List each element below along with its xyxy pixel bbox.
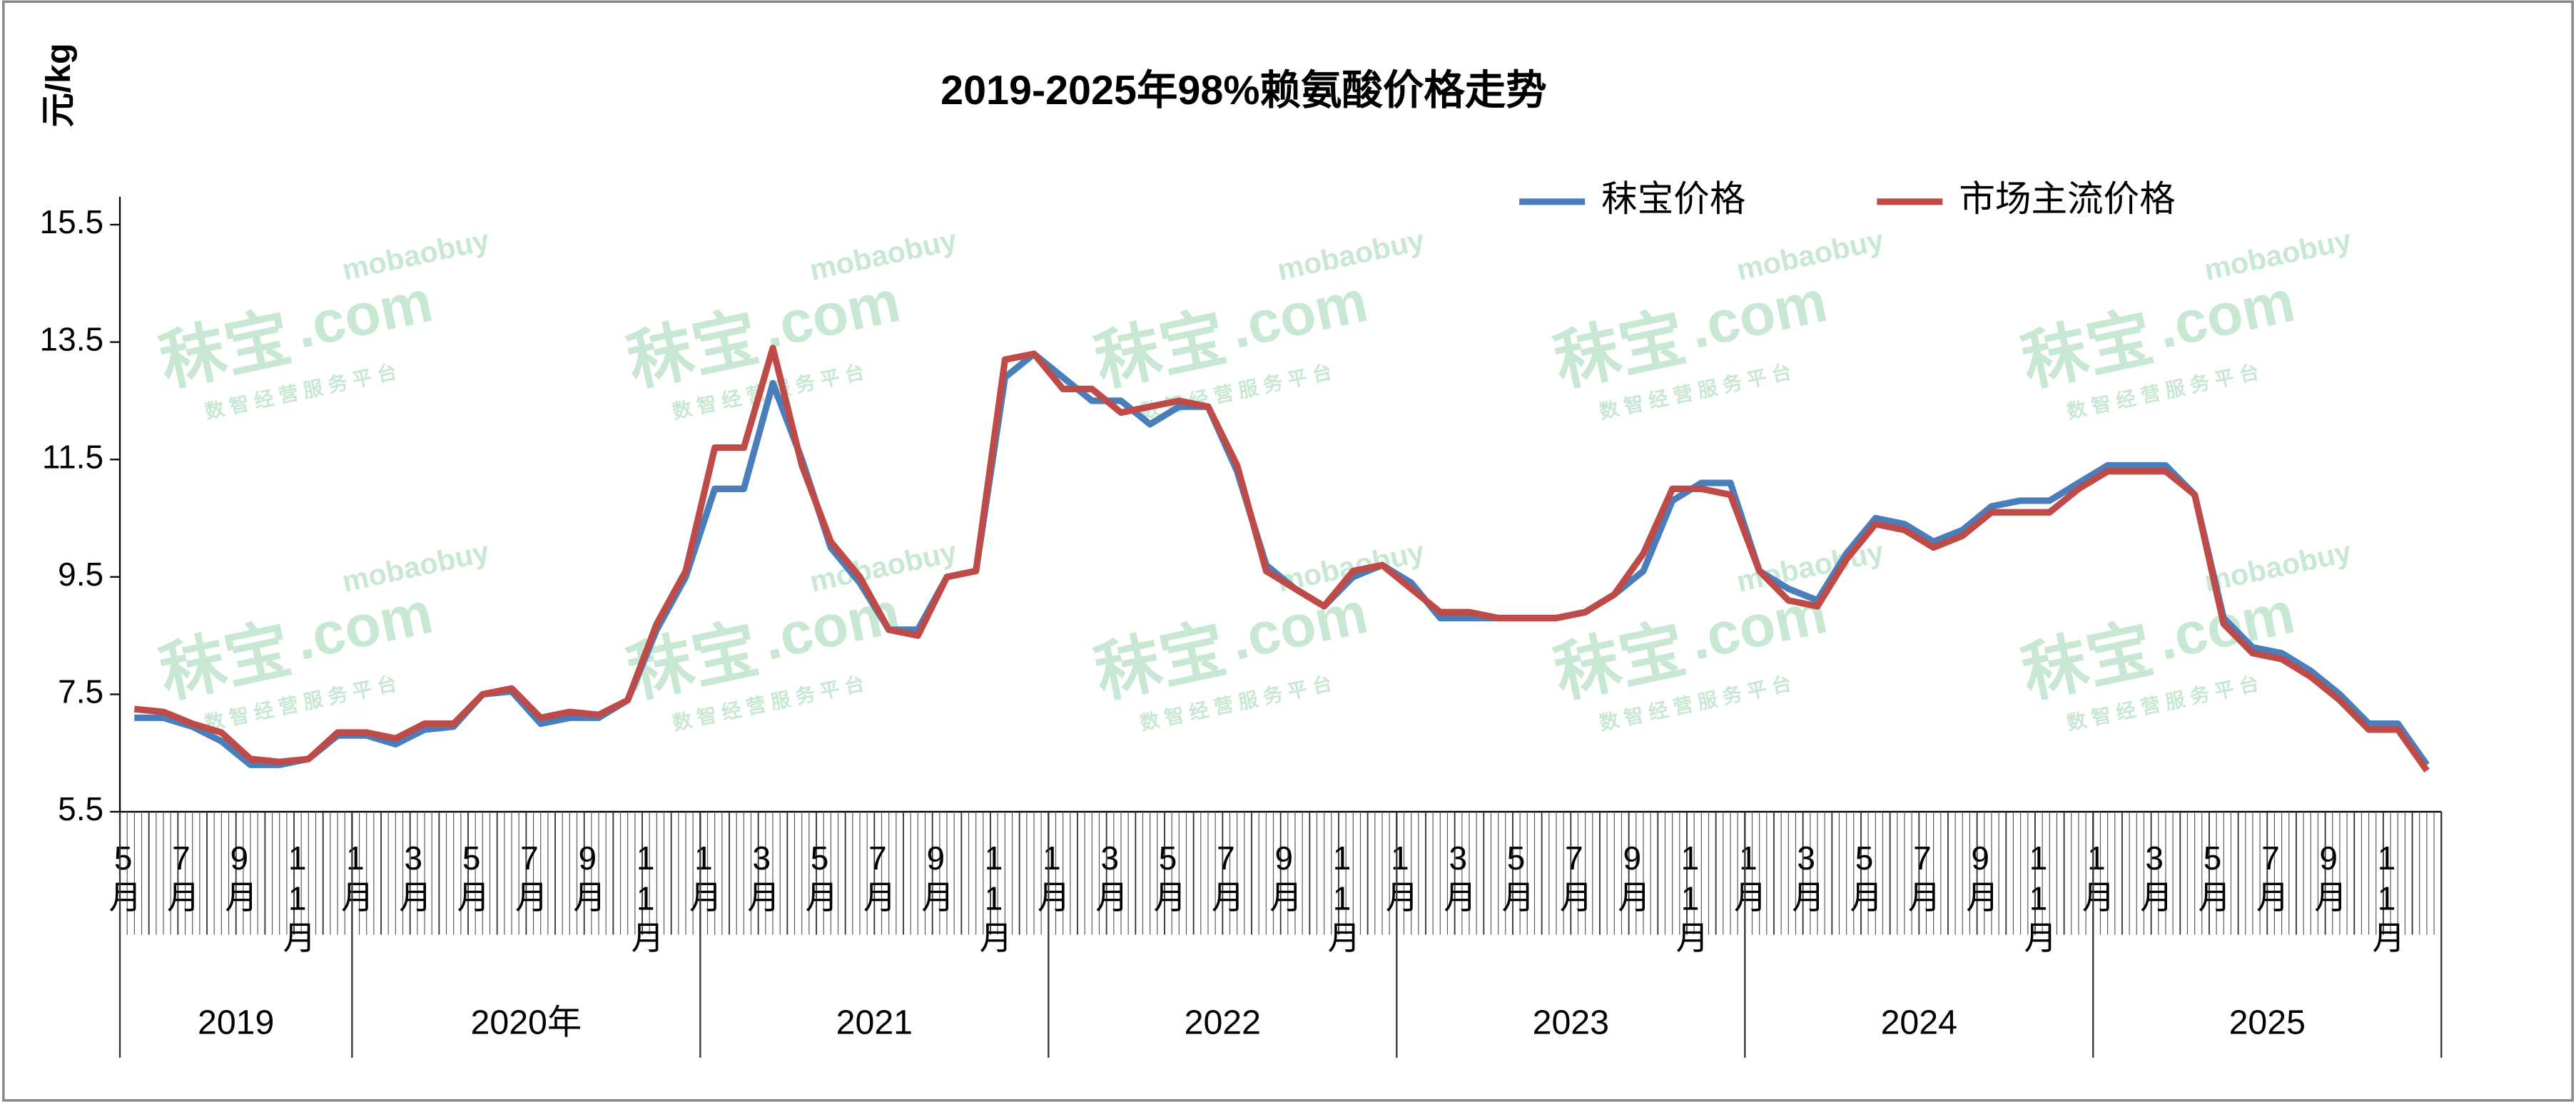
- year-label: 2025: [2229, 1004, 2306, 1042]
- x-tick-label: 1月: [1033, 840, 1070, 916]
- x-tick-label: 3月: [1439, 840, 1476, 916]
- x-tick-label: 5月: [1150, 840, 1187, 916]
- x-tick-label: 5月: [1846, 840, 1883, 916]
- year-label: 2021: [836, 1004, 913, 1042]
- x-tick-label: 5月: [105, 840, 142, 916]
- y-tick-label: 7.5: [58, 673, 103, 710]
- x-tick-label: 7月: [511, 840, 548, 916]
- y-tick-label: 11.5: [42, 438, 103, 475]
- x-tick-label: 5月: [2194, 840, 2231, 916]
- x-tick-label: 7月: [1207, 840, 1244, 916]
- x-tick-label: 7月: [859, 840, 896, 916]
- x-tick-label: 1月: [685, 840, 722, 916]
- y-tick-label: 5.5: [58, 790, 103, 827]
- x-tick-label: 11月: [2020, 840, 2057, 956]
- legend-label: 秣宝价格: [1601, 178, 1745, 219]
- x-tick-label: 3月: [1091, 840, 1128, 916]
- year-label: 2024: [1881, 1004, 1957, 1042]
- x-tick-label: 1月: [1381, 840, 1419, 916]
- x-tick-label: 1月: [1730, 840, 1767, 916]
- x-tick-label: 9月: [220, 840, 258, 916]
- x-tick-label: 9月: [1265, 840, 1302, 916]
- x-tick-label: 11月: [627, 840, 664, 956]
- x-tick-label: 11月: [975, 840, 1013, 956]
- x-tick-label: 1月: [2078, 840, 2115, 916]
- year-label: 2019: [198, 1004, 274, 1042]
- x-tick-label: 5月: [801, 840, 838, 916]
- year-label: 2023: [1533, 1004, 1609, 1042]
- series-line: [133, 345, 2430, 773]
- year-label: 2022: [1185, 1004, 1261, 1042]
- x-tick-label: 9月: [569, 840, 606, 916]
- x-tick-label: 9月: [1613, 840, 1650, 916]
- x-tick-label: 11月: [279, 840, 316, 956]
- x-tick-label: 5月: [1498, 840, 1535, 916]
- x-tick-label: 9月: [917, 840, 954, 916]
- year-label: 2020年: [471, 1004, 582, 1042]
- x-tick-label: 11月: [2368, 840, 2405, 956]
- y-tick-label: 15.5: [40, 203, 103, 240]
- y-tick-label: 9.5: [58, 556, 103, 593]
- chart-title: 2019-2025年98%赖氨酸价格走势: [940, 68, 1547, 113]
- x-tick-label: 3月: [1788, 840, 1825, 916]
- y-axis-label: 元/kg: [39, 44, 78, 128]
- y-tick-label: 13.5: [40, 321, 103, 358]
- x-tick-label: 9月: [1962, 840, 1999, 916]
- x-tick-label: 3月: [743, 840, 780, 916]
- x-tick-label: 11月: [1324, 840, 1361, 956]
- x-tick-label: 11月: [1672, 840, 1709, 956]
- x-tick-label: 7月: [2252, 840, 2289, 916]
- legend-label: 市场主流价格: [1959, 178, 2175, 219]
- x-tick-label: 5月: [453, 840, 490, 916]
- x-tick-label: 3月: [2136, 840, 2173, 916]
- x-tick-label: 7月: [1904, 840, 1941, 916]
- x-tick-label: 3月: [395, 840, 432, 916]
- x-tick-label: 7月: [1556, 840, 1593, 916]
- x-tick-label: 9月: [2310, 840, 2347, 916]
- x-tick-label: 1月: [337, 840, 374, 916]
- x-tick-label: 7月: [163, 840, 200, 916]
